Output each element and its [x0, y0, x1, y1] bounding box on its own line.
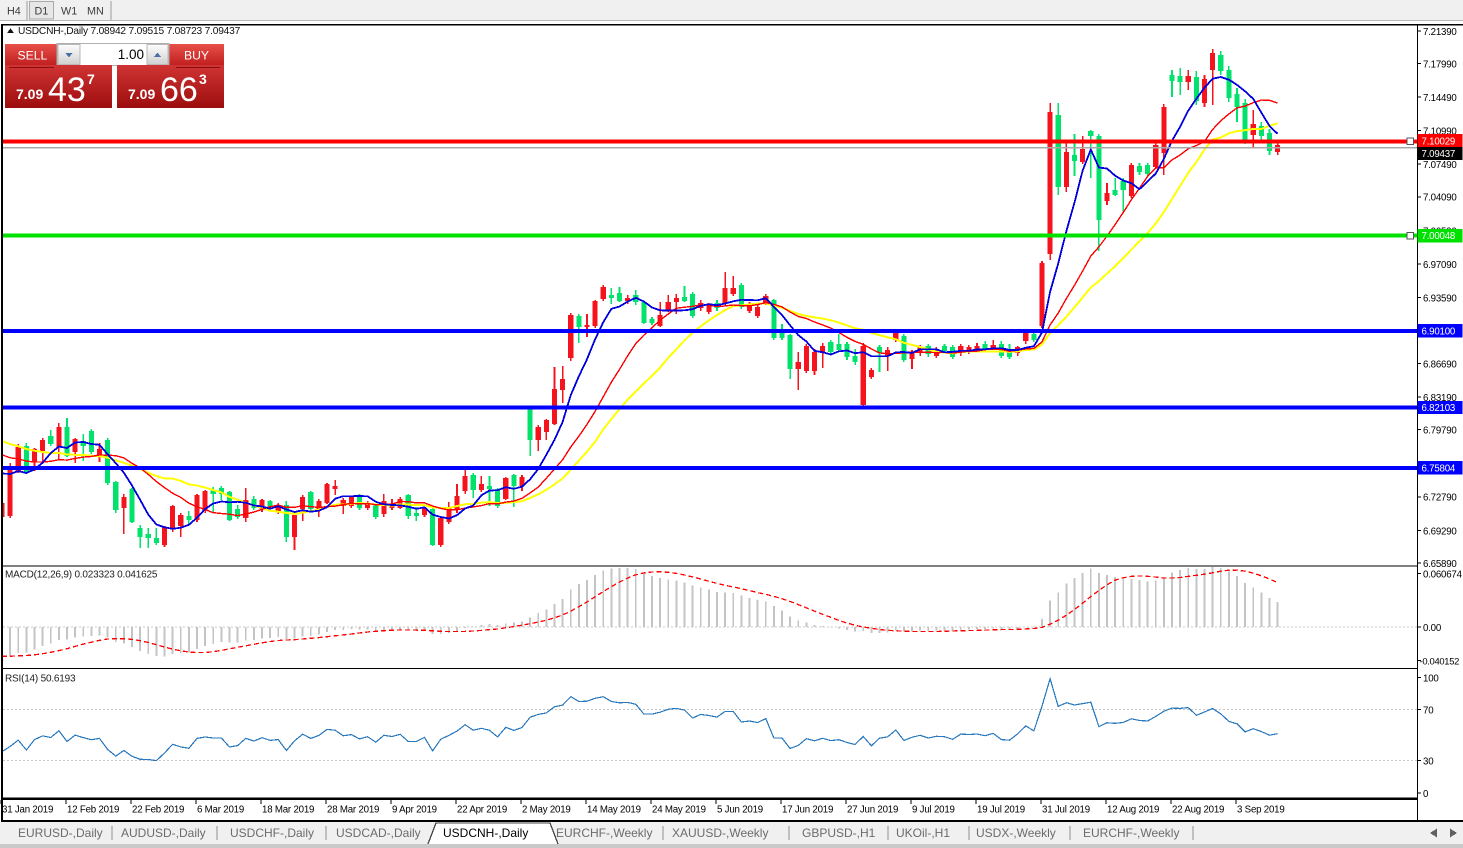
svg-text:-0.040152: -0.040152	[1420, 655, 1460, 666]
svg-text:6.93590: 6.93590	[1423, 293, 1457, 304]
svg-text:12 Feb 2019: 12 Feb 2019	[67, 805, 119, 816]
svg-text:7.00048: 7.00048	[1422, 231, 1456, 242]
svg-text:7.21390: 7.21390	[1423, 27, 1457, 38]
svg-text:7.10990: 7.10990	[1423, 127, 1457, 138]
svg-text:2 May 2019: 2 May 2019	[522, 805, 571, 816]
svg-text:USDCNH-,Daily: USDCNH-,Daily	[443, 826, 528, 840]
svg-text:6.83190: 6.83190	[1423, 393, 1457, 404]
svg-text:24 May 2019: 24 May 2019	[652, 805, 706, 816]
svg-text:RSI(14) 50.6193: RSI(14) 50.6193	[5, 674, 76, 685]
svg-text:7.09: 7.09	[16, 86, 43, 102]
svg-text:XAUUSD-,Weekly: XAUUSD-,Weekly	[672, 826, 768, 840]
svg-text:27 Jun 2019: 27 Jun 2019	[847, 805, 898, 816]
svg-text:7.17990: 7.17990	[1423, 60, 1457, 71]
svg-text:22 Aug 2019: 22 Aug 2019	[1172, 805, 1224, 816]
svg-text:1.00: 1.00	[118, 47, 144, 62]
svg-text:22 Feb 2019: 22 Feb 2019	[132, 805, 184, 816]
svg-text:5 Jun 2019: 5 Jun 2019	[717, 805, 763, 816]
svg-text:6.79790: 6.79790	[1423, 426, 1457, 437]
svg-text:31 Jul 2019: 31 Jul 2019	[1042, 805, 1090, 816]
svg-text:H4: H4	[7, 6, 21, 18]
svg-text:AUDUSD-,Daily: AUDUSD-,Daily	[121, 826, 206, 840]
svg-text:18 Mar 2019: 18 Mar 2019	[262, 805, 314, 816]
svg-text:0: 0	[1423, 789, 1429, 800]
svg-text:UKOil-,H1: UKOil-,H1	[896, 826, 950, 840]
svg-text:SELL: SELL	[18, 49, 48, 63]
svg-text:D1: D1	[35, 6, 49, 18]
svg-text:EURUSD-,Daily: EURUSD-,Daily	[18, 826, 103, 840]
svg-text:22 Apr 2019: 22 Apr 2019	[457, 805, 507, 816]
svg-text:17 Jun 2019: 17 Jun 2019	[782, 805, 833, 816]
svg-text:6.82103: 6.82103	[1422, 403, 1456, 414]
svg-text:7.04090: 7.04090	[1423, 193, 1457, 204]
svg-text:70: 70	[1423, 705, 1434, 716]
svg-text:6.86690: 6.86690	[1423, 360, 1457, 371]
svg-text:MN: MN	[87, 6, 104, 18]
svg-text:6 Mar 2019: 6 Mar 2019	[197, 805, 244, 816]
svg-text:USDCAD-,Daily: USDCAD-,Daily	[336, 826, 421, 840]
svg-text:USDCNH-,Daily 7.08942 7.09515: USDCNH-,Daily 7.08942 7.09515 7.08723 7.…	[18, 26, 241, 37]
svg-text:43: 43	[48, 71, 86, 109]
svg-text:9 Apr 2019: 9 Apr 2019	[392, 805, 437, 816]
svg-text:7: 7	[87, 71, 95, 87]
svg-text:12 Aug 2019: 12 Aug 2019	[1107, 805, 1159, 816]
svg-text:31 Jan 2019: 31 Jan 2019	[2, 805, 53, 816]
svg-text:3: 3	[199, 71, 207, 87]
svg-text:BUY: BUY	[184, 49, 209, 63]
svg-text:100: 100	[1423, 673, 1439, 684]
svg-text:6.65890: 6.65890	[1423, 559, 1457, 570]
svg-text:6.75804: 6.75804	[1422, 464, 1456, 475]
svg-text:7.10029: 7.10029	[1422, 136, 1456, 147]
svg-text:0.060674: 0.060674	[1423, 569, 1463, 580]
svg-text:6.72790: 6.72790	[1423, 493, 1457, 504]
svg-text:14 May 2019: 14 May 2019	[587, 805, 641, 816]
svg-text:W1: W1	[61, 6, 77, 18]
svg-text:9 Jul 2019: 9 Jul 2019	[912, 805, 955, 816]
svg-text:6.69290: 6.69290	[1423, 526, 1457, 537]
svg-text:EURCHF-,Weekly: EURCHF-,Weekly	[1083, 826, 1179, 840]
svg-text:USDX-,Weekly: USDX-,Weekly	[976, 826, 1056, 840]
svg-text:66: 66	[160, 71, 198, 109]
svg-text:GBPUSD-,H1: GBPUSD-,H1	[802, 826, 876, 840]
svg-text:6.90100: 6.90100	[1422, 327, 1456, 338]
svg-text:6.97090: 6.97090	[1423, 260, 1457, 271]
svg-text:7.14490: 7.14490	[1423, 93, 1457, 104]
svg-text:30: 30	[1423, 757, 1434, 768]
svg-text:7.07490: 7.07490	[1423, 160, 1457, 171]
svg-text:7.09437: 7.09437	[1422, 149, 1456, 160]
svg-text:3 Sep 2019: 3 Sep 2019	[1237, 805, 1285, 816]
svg-text:19 Jul 2019: 19 Jul 2019	[977, 805, 1025, 816]
svg-text:0.00: 0.00	[1423, 623, 1442, 634]
svg-text:USDCHF-,Daily: USDCHF-,Daily	[230, 826, 314, 840]
svg-text:EURCHF-,Weekly: EURCHF-,Weekly	[556, 826, 652, 840]
svg-text:7.09: 7.09	[128, 86, 155, 102]
svg-text:28 Mar 2019: 28 Mar 2019	[327, 805, 379, 816]
svg-text:MACD(12,26,9) 0.023323 0.04162: MACD(12,26,9) 0.023323 0.041625	[5, 570, 158, 581]
